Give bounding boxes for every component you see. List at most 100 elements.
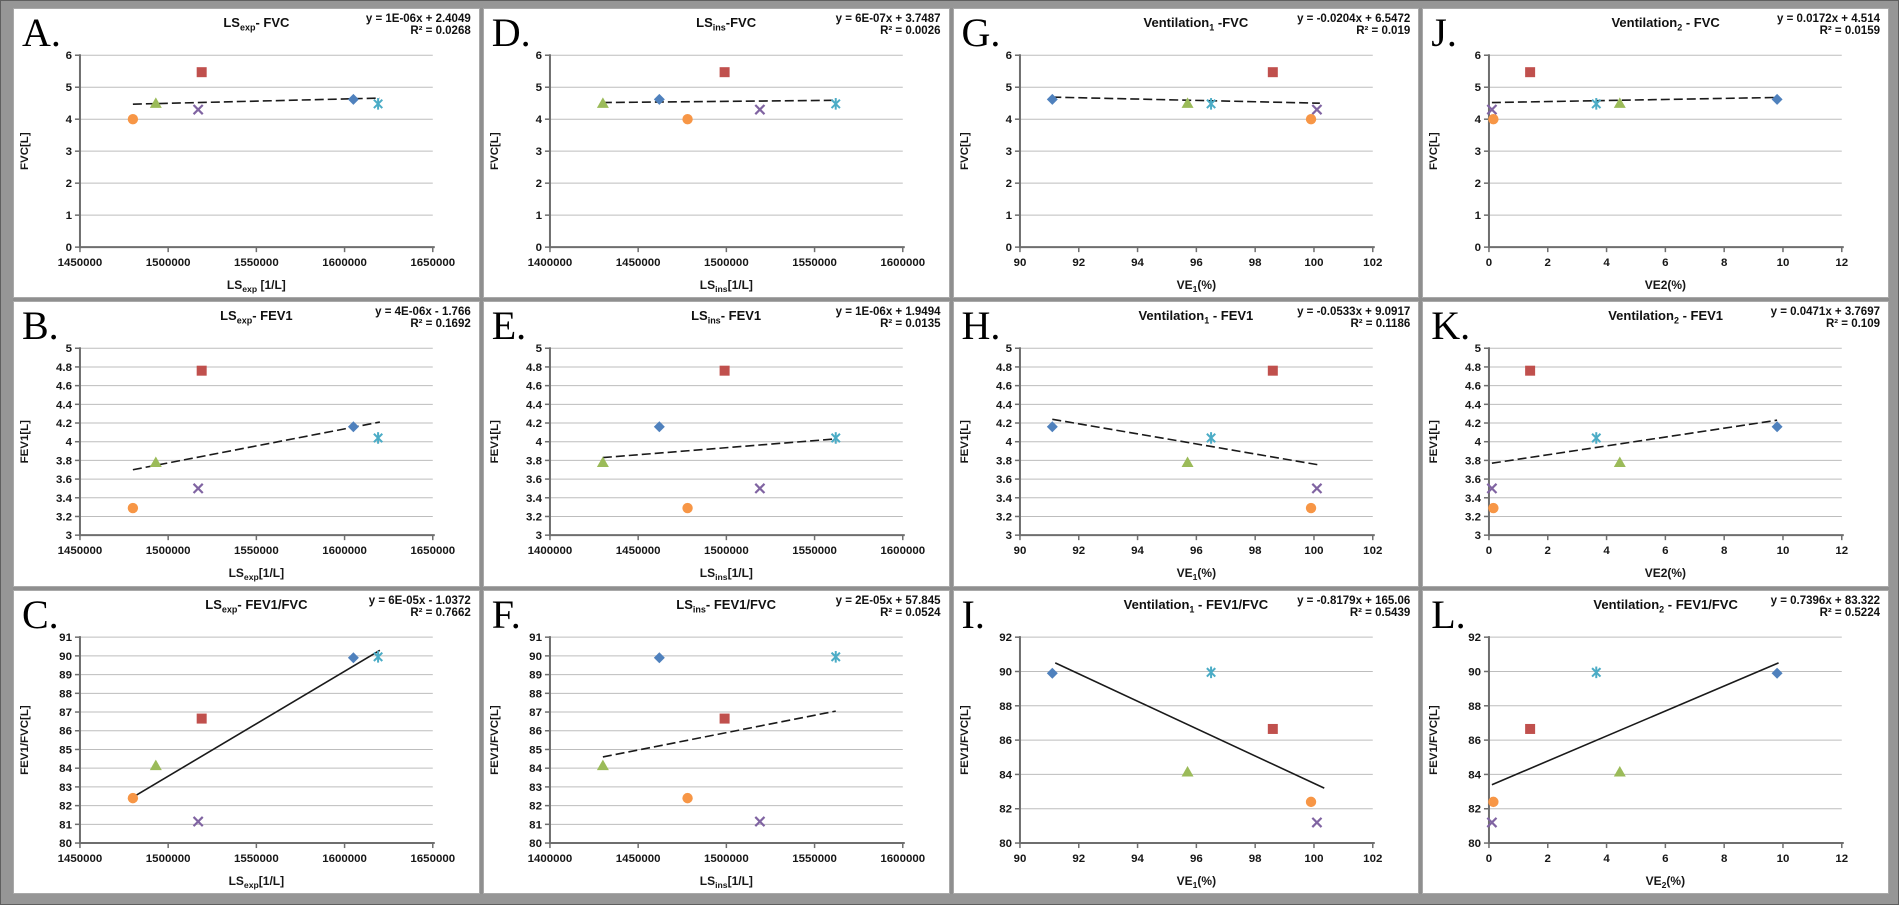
- scatter-plot: 90 92 94 96 98 100 102 3 3.2 3.4 3.6 3.8 4 4.2 4.4 4.6 4…: [958, 344, 1381, 583]
- svg-text:3.8: 3.8: [526, 456, 543, 468]
- svg-text:10: 10: [1777, 546, 1790, 558]
- svg-text:100: 100: [1304, 546, 1323, 558]
- svg-text:1600000: 1600000: [880, 546, 925, 558]
- svg-text:1600000: 1600000: [880, 257, 925, 269]
- svg-text:4: 4: [1604, 853, 1611, 865]
- svg-text:92: 92: [1072, 257, 1085, 269]
- svg-text:1400000: 1400000: [527, 853, 572, 865]
- svg-text:4.2: 4.2: [526, 418, 542, 430]
- equation-line: y = 6E-07x + 3.7487: [835, 13, 941, 25]
- svg-text:5: 5: [535, 82, 542, 94]
- svg-text:3: 3: [535, 531, 541, 543]
- svg-text:8: 8: [1721, 853, 1728, 865]
- svg-text:80: 80: [59, 838, 72, 850]
- svg-text:102: 102: [1363, 257, 1382, 269]
- r-squared-line: R² = 0.5439: [1349, 606, 1411, 619]
- panel-letter: B.: [22, 303, 59, 349]
- svg-text:3.6: 3.6: [1465, 474, 1481, 486]
- trendline-equation: y = -0.0533x + 9.0917 R² = 0.1186: [1297, 306, 1410, 330]
- svg-text:88: 88: [529, 688, 542, 700]
- svg-text:87: 87: [529, 707, 542, 719]
- svg-text:3: 3: [1005, 531, 1011, 543]
- svg-text:0: 0: [1475, 242, 1481, 254]
- svg-text:1550000: 1550000: [234, 853, 279, 865]
- svg-text:3.6: 3.6: [526, 474, 542, 486]
- equation-line: y = 0.0172x + 4.514: [1777, 13, 1880, 25]
- svg-text:1450000: 1450000: [616, 853, 661, 865]
- svg-text:4: 4: [66, 437, 73, 449]
- svg-text:81: 81: [59, 819, 72, 831]
- svg-text:86: 86: [999, 735, 1012, 747]
- svg-text:4: 4: [535, 437, 542, 449]
- chart-panel-c: C. LSexp- FEV1/FVC y = 6E-05x - 1.0372 R…: [13, 589, 480, 894]
- svg-text:1550000: 1550000: [234, 546, 279, 558]
- svg-text:1500000: 1500000: [704, 546, 749, 558]
- svg-text:82: 82: [59, 800, 72, 812]
- svg-text:3.2: 3.2: [526, 512, 542, 524]
- svg-text:102: 102: [1363, 853, 1382, 865]
- svg-text:4.6: 4.6: [996, 381, 1012, 393]
- svg-text:FVC[L]: FVC[L]: [958, 132, 970, 170]
- trendline-equation: y = 6E-07x + 3.7487 R² = 0.0026: [836, 13, 941, 37]
- svg-text:5: 5: [1475, 344, 1482, 356]
- chart-panel-i: I. Ventilation1 - FEV1/FVC y = -0.8179x …: [952, 589, 1420, 894]
- svg-text:FVC[L]: FVC[L]: [1428, 132, 1440, 170]
- svg-text:98: 98: [1248, 257, 1261, 269]
- svg-text:3.4: 3.4: [996, 493, 1013, 505]
- svg-text:3: 3: [535, 146, 541, 158]
- svg-text:3: 3: [66, 146, 72, 158]
- svg-text:2: 2: [1545, 853, 1551, 865]
- svg-text:0: 0: [1486, 257, 1492, 269]
- svg-text:90: 90: [59, 651, 72, 663]
- svg-text:90: 90: [999, 666, 1012, 678]
- svg-text:3.8: 3.8: [56, 456, 73, 468]
- equation-line: y = 0.0471x + 3.7697: [1770, 306, 1880, 319]
- svg-text:4: 4: [1475, 114, 1482, 126]
- svg-text:83: 83: [529, 782, 542, 794]
- chart-panel-b: B. LSexp- FEV1 y = 4E-06x - 1.766 R² = 0…: [13, 301, 480, 587]
- r-squared-line: R² = 0.109: [1825, 318, 1880, 331]
- svg-text:88: 88: [1468, 701, 1481, 713]
- svg-text:2: 2: [66, 178, 72, 190]
- equation-line: y = 4E-06x - 1.766: [375, 306, 471, 319]
- svg-text:1650000: 1650000: [410, 546, 455, 558]
- svg-text:4.2: 4.2: [56, 418, 72, 430]
- svg-text:6: 6: [535, 50, 541, 62]
- r-squared-line: R² = 0.0135: [880, 318, 941, 331]
- equation-line: y = -0.0204x + 6.5472: [1297, 13, 1411, 25]
- scatter-plot: 1400000 1450000 1500000 1550000 1600000 80 81 8…: [489, 632, 925, 890]
- svg-text:82: 82: [999, 804, 1012, 816]
- svg-text:10: 10: [1777, 853, 1790, 865]
- svg-text:80: 80: [529, 838, 542, 850]
- chart-title: LSins- FEV1: [691, 308, 762, 326]
- svg-text:82: 82: [1468, 804, 1481, 816]
- svg-text:1450000: 1450000: [58, 546, 103, 558]
- svg-text:FVC[L]: FVC[L]: [489, 132, 501, 170]
- panel-letter: J.: [1431, 10, 1457, 55]
- r-squared-line: R² = 0.0268: [410, 25, 471, 37]
- svg-text:LSexp[1/L]: LSexp[1/L]: [229, 874, 285, 890]
- svg-text:89: 89: [59, 669, 72, 681]
- svg-text:94: 94: [1131, 257, 1144, 269]
- svg-text:3.2: 3.2: [1465, 512, 1481, 524]
- scatter-plot: 1450000 1500000 1550000 1600000 1650000 0 1 2 3 4…: [19, 50, 455, 294]
- r-squared-line: R² = 0.0026: [880, 25, 941, 37]
- svg-text:2: 2: [535, 178, 541, 190]
- svg-text:1600000: 1600000: [322, 257, 367, 269]
- panel-letter: L.: [1431, 591, 1466, 637]
- svg-text:3.4: 3.4: [526, 493, 543, 505]
- svg-text:1550000: 1550000: [792, 853, 837, 865]
- svg-text:81: 81: [529, 819, 542, 831]
- svg-text:3.8: 3.8: [1465, 456, 1482, 468]
- svg-text:90: 90: [1013, 257, 1026, 269]
- equation-line: y = 2E-05x + 57.845: [835, 594, 941, 607]
- svg-text:5: 5: [1475, 82, 1482, 94]
- svg-text:VE1(%): VE1(%): [1176, 874, 1215, 890]
- svg-text:1600000: 1600000: [322, 546, 367, 558]
- svg-text:3.2: 3.2: [56, 512, 72, 524]
- svg-text:1500000: 1500000: [704, 257, 749, 269]
- chart-panel-k: K. Ventilation2 - FEV1 y = 0.0471x + 3.7…: [1422, 301, 1889, 587]
- svg-text:8: 8: [1721, 257, 1728, 269]
- panel-letter: F.: [491, 591, 521, 637]
- svg-text:3: 3: [1475, 531, 1481, 543]
